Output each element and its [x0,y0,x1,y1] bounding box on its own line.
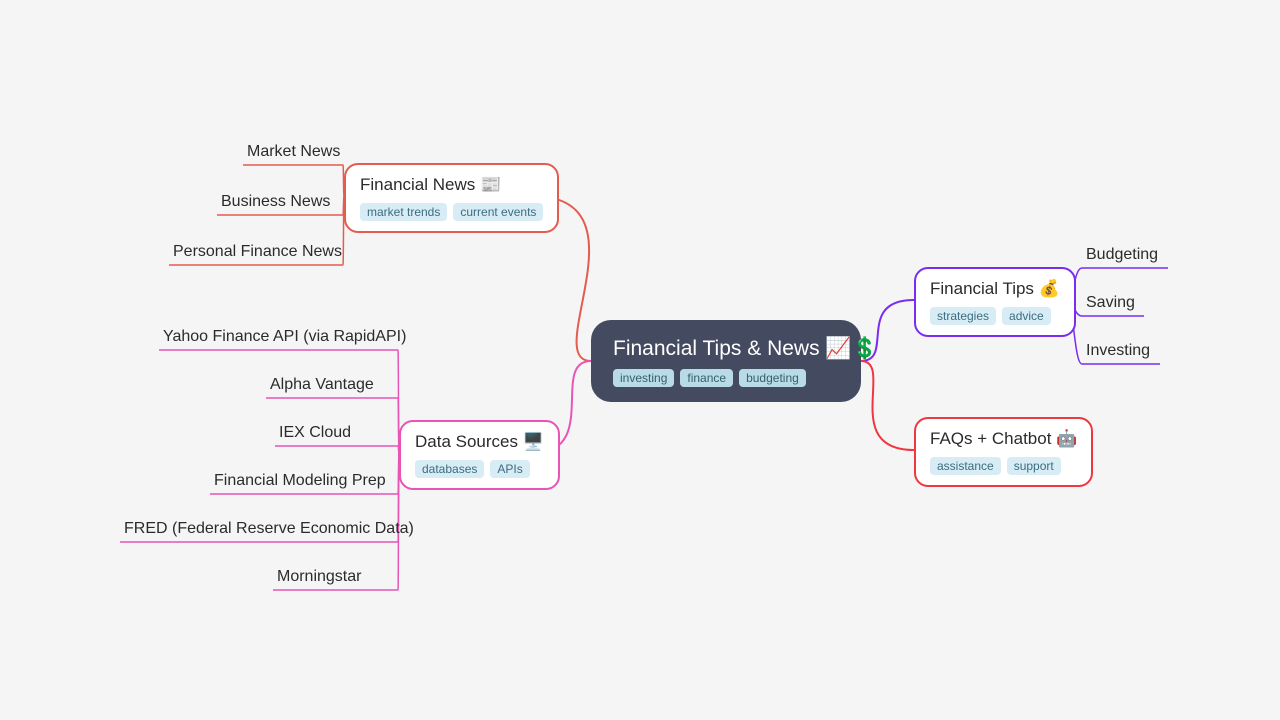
root-title: Financial Tips & News 📈💲 [613,336,839,361]
branch-title: Financial Tips 💰 [930,279,1060,299]
tag: finance [680,369,733,387]
tag: advice [1002,307,1051,325]
tag: budgeting [739,369,806,387]
tag: investing [613,369,674,387]
branch-financial-tips[interactable]: Financial Tips 💰 strategies advice [914,267,1076,337]
root-node[interactable]: Financial Tips & News 📈💲 investing financ… [591,320,861,402]
connector [861,361,914,450]
root-tags: investing finance budgeting [613,369,839,387]
branch-tags: databases APIs [415,460,544,478]
leaf-node[interactable]: Investing [1086,342,1150,360]
leaf-node[interactable]: Yahoo Finance API (via RapidAPI) [163,328,406,346]
branch-financial-news[interactable]: Financial News 📰 market trends current ev… [344,163,559,233]
leaf-node[interactable]: Saving [1086,294,1135,312]
leaf-node[interactable]: Financial Modeling Prep [214,472,386,490]
tag: assistance [930,457,1001,475]
tag: databases [415,460,484,478]
branch-tags: market trends current events [360,203,543,221]
branch-title: FAQs + Chatbot 🤖 [930,429,1077,449]
branch-tags: assistance support [930,457,1077,475]
branch-data-sources[interactable]: Data Sources 🖥️ databases APIs [399,420,560,490]
leaf-node[interactable]: IEX Cloud [279,424,351,442]
branch-title: Financial News 📰 [360,175,543,195]
branch-title: Data Sources 🖥️ [415,432,544,452]
leaf-node[interactable]: Budgeting [1086,246,1158,264]
leaf-node[interactable]: Morningstar [277,568,361,586]
leaf-node[interactable]: FRED (Federal Reserve Economic Data) [124,520,414,538]
leaf-node[interactable]: Market News [247,143,340,161]
mindmap-canvas: Financial Tips & News 📈💲 investing financ… [0,0,1280,720]
tag: support [1007,457,1061,475]
tag: strategies [930,307,996,325]
leaf-node[interactable]: Business News [221,193,330,211]
branch-tags: strategies advice [930,307,1060,325]
branch-faqs-chatbot[interactable]: FAQs + Chatbot 🤖 assistance support [914,417,1093,487]
tag: market trends [360,203,447,221]
tag: APIs [490,460,529,478]
tag: current events [453,203,543,221]
leaf-node[interactable]: Alpha Vantage [270,376,374,394]
leaf-node[interactable]: Personal Finance News [173,243,342,261]
